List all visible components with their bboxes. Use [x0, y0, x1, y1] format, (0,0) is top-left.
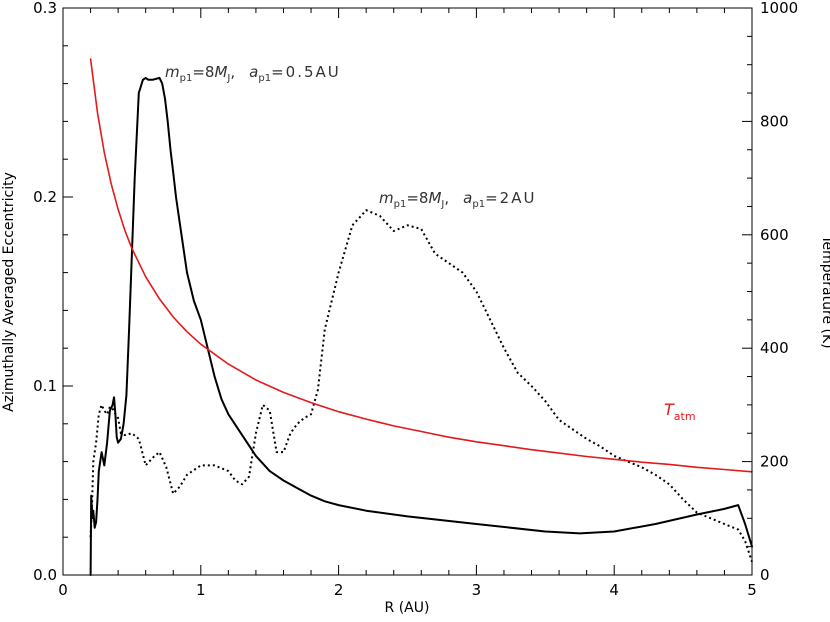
x-tick-label: 0 [58, 581, 68, 599]
y2-tick-label: 200 [760, 453, 789, 471]
x-tick-label: 4 [609, 581, 619, 599]
x-tick-label: 3 [472, 581, 482, 599]
tick-labels: 0 1 2 3 4 5 0.0 0.1 0.2 0.3 0 200 400 600 800 1000 [33, 0, 798, 599]
y2-axis-label: Temperature (K) [819, 234, 830, 348]
y2-tick-label: 600 [760, 226, 789, 244]
eccentricity-inner-planet-line [89, 76, 753, 576]
x-tick-label: 2 [334, 581, 344, 599]
annotation-temperature: Tatm [664, 400, 696, 423]
y-axis-label: Azimuthally Averaged Eccentricity [1, 172, 17, 412]
annotation-inner-planet: mp1=8MJ, ap1=0.5AU [165, 63, 341, 84]
temperature-line [89, 58, 753, 473]
x-tick-label: 1 [196, 581, 206, 599]
eccentricity-outer-planet-line [89, 209, 753, 563]
y-tick-label: 0.3 [33, 0, 57, 17]
x-axis-label: R (AU) [385, 600, 430, 616]
y-tick-label: 0.2 [33, 188, 57, 206]
annotation-outer-planet: mp1=8MJ, ap1=2AU [379, 189, 536, 210]
y-tick-label: 0.1 [33, 377, 57, 395]
y2-tick-label: 1000 [760, 0, 798, 17]
plot-lines [89, 58, 753, 576]
y-tick-label: 0.0 [33, 566, 57, 584]
y2-tick-label: 0 [760, 566, 770, 584]
ticks [62, 7, 753, 576]
x-tick-label: 5 [747, 581, 757, 599]
y2-tick-label: 800 [760, 112, 789, 130]
y2-tick-label: 400 [760, 339, 789, 357]
